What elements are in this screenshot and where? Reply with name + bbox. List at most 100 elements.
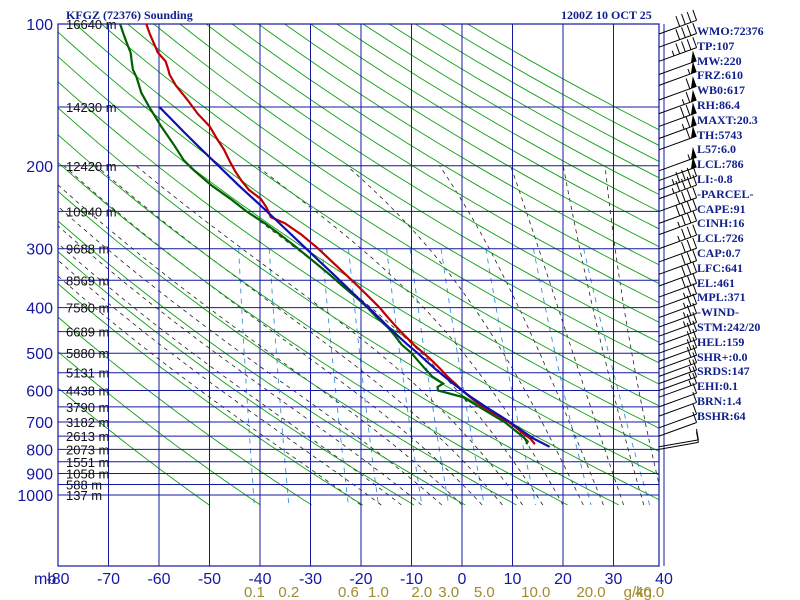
moist-adiabat-line: [58, 275, 362, 506]
moist-adiabat-line: [58, 225, 422, 506]
wind-barb-staff: [658, 322, 697, 337]
wind-barb-staff: [658, 33, 697, 48]
wind-barb-feather: [692, 261, 698, 273]
wind-barb: [658, 261, 698, 287]
wind-barb-half-feather: [671, 179, 675, 185]
wind-barb-feather: [679, 106, 685, 118]
dry-adiabat-line: [310, 24, 659, 230]
wind-barb-staff: [658, 47, 697, 62]
wind-barb-half-feather: [688, 373, 692, 380]
wind-barb-feather: [686, 339, 692, 350]
wind-barb-staff: [658, 413, 697, 429]
wind-barb-feather: [681, 265, 686, 277]
mixing-ratio-label: 20.0: [576, 584, 605, 600]
mixing-ratio-label: 2.0: [411, 584, 432, 600]
wind-barb-feather: [681, 214, 686, 226]
wind-barb: [658, 337, 698, 362]
wind-barb-pennant: [690, 125, 697, 139]
temperature-tick-label: 10: [504, 571, 522, 588]
height-label: 10940 m: [66, 204, 117, 219]
moist-adiabat-line: [58, 205, 443, 506]
wind-barb-pennant: [690, 146, 697, 160]
pressure-tick-labels: 100 200 300 400 500 600 700 800 900 1000: [17, 17, 53, 505]
mixing-ratio-line: [268, 248, 290, 506]
wind-barb-feather: [692, 320, 698, 332]
sounding-index: LCL:726: [697, 231, 744, 246]
wind-barb-pennant: [690, 114, 697, 127]
wind-barb-staff: [658, 376, 697, 391]
pressure-tick-label: 200: [26, 159, 53, 176]
mixing-ratio-line: [238, 248, 255, 506]
wind-barb-pennant: [690, 75, 697, 89]
pressure-tick-label: 800: [26, 442, 53, 459]
temperature-tick-label: -50: [198, 571, 221, 588]
wind-barb-half-feather: [688, 380, 692, 386]
wind-barb-staff: [658, 312, 697, 328]
wind-barb: [658, 411, 698, 437]
wind-barb-feather: [675, 193, 681, 205]
temperature-tick-label: -40: [248, 571, 271, 588]
dry-adiabat-line: [58, 55, 659, 452]
wind-barb-feather: [686, 314, 692, 325]
wind-barb-staff: [658, 71, 697, 86]
mixing-ratio-label: 3.0: [438, 584, 459, 600]
wind-barb-feather: [692, 302, 698, 314]
wind-barb: [658, 431, 699, 450]
moist-adiabat-line: [256, 165, 564, 506]
wind-barb: [658, 75, 697, 101]
dry-adiabat-line: [58, 251, 415, 506]
height-label: 7580 m: [66, 301, 109, 316]
height-label: 12420 m: [66, 159, 117, 174]
sounding-traces: [119, 24, 551, 448]
height-labels: 16640 m 14230 m 12420 m 10940 m 9688 m 8569 m…: [66, 17, 117, 503]
moist-adiabat-line: [58, 184, 463, 506]
dry-adiabat-line: [75, 24, 659, 407]
pressure-tick-label: 100: [26, 17, 53, 34]
sounding-index: STM:242/20: [697, 319, 761, 334]
wind-barb-staff: [658, 354, 697, 370]
wind-barb-half-feather: [681, 123, 685, 130]
wind-barb: [658, 9, 698, 35]
wind-barb: [658, 373, 698, 398]
wind-barb-feather: [686, 285, 692, 297]
wind-barb-feather: [692, 311, 698, 323]
mixing-ratio-unit-label: g/kg: [624, 584, 652, 600]
dry-adiabat-line: [284, 24, 659, 248]
wind-barb-staff: [658, 184, 697, 200]
wind-barb: [658, 156, 697, 182]
station-title: KFGZ (72376) Sounding: [66, 8, 193, 22]
wind-barb-feather: [681, 13, 686, 25]
dry-adiabat-line: [101, 24, 659, 385]
wind-barb: [658, 382, 698, 408]
height-label: 5880 m: [66, 346, 109, 361]
wind-barb-feather: [692, 373, 698, 384]
wind-barb-feather: [692, 352, 698, 363]
wind-barb: [658, 210, 698, 236]
wind-barb-staff: [658, 369, 697, 385]
wind-barb-feather: [681, 169, 686, 181]
moist-adiabat-line: [58, 259, 382, 506]
sounding-index: CINH:16: [697, 216, 745, 231]
dry-adiabat-line: [58, 190, 517, 506]
wind-barb-staff: [658, 330, 697, 346]
wind-barb-feather: [686, 11, 692, 23]
mixing-ratio-line: [321, 248, 349, 506]
wind-barb-staff: [658, 124, 697, 139]
wind-barb-staff: [658, 135, 697, 151]
wind-barb-staff: [658, 441, 699, 450]
temperature-tick-label: -10: [400, 571, 423, 588]
pressure-tick-label: 700: [26, 415, 53, 432]
wind-barb-feather: [686, 331, 692, 342]
wind-barb: [658, 311, 698, 337]
mixing-ratio-label: 40.0: [635, 584, 664, 600]
mixing-ratio-line: [532, 248, 592, 506]
height-label: 137 m: [66, 488, 102, 503]
height-label: 3182 m: [66, 415, 109, 430]
moist-adiabat-line: [439, 165, 604, 506]
wind-barb: [658, 344, 698, 370]
wind-barb-feather: [681, 241, 686, 253]
moist-adiabat-line: [510, 165, 624, 506]
wind-barb-feather: [692, 411, 698, 423]
wind-barb-half-feather: [688, 359, 692, 365]
moist-adiabat-line: [604, 165, 659, 486]
